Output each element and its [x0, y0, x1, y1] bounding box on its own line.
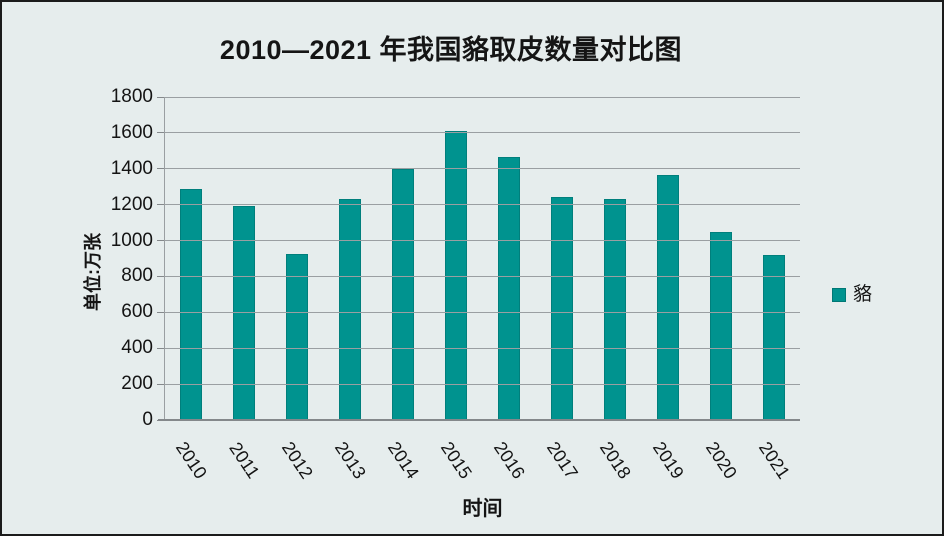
gridline-1600	[165, 132, 800, 134]
bar-2018	[603, 199, 626, 420]
bar-2013	[339, 199, 362, 420]
y-tick-label-1200: 1200	[110, 193, 153, 215]
gridline-1800	[165, 96, 800, 98]
y-tick-label-1600: 1600	[110, 121, 153, 143]
gridline-800	[165, 275, 800, 277]
x-tick-label-2020: 2020	[701, 438, 741, 483]
legend-series-label: 貉	[853, 284, 873, 305]
y-tick-mark-1600	[157, 132, 164, 134]
gridline-1000	[165, 240, 800, 242]
y-tick-mark-1000	[157, 240, 164, 242]
gridline-1200	[165, 204, 800, 206]
y-tick-label-1800: 1800	[110, 86, 153, 107]
gridline-200	[165, 383, 800, 385]
x-tick-label-2013: 2013	[331, 438, 371, 483]
x-tick-label-2016: 2016	[489, 438, 529, 483]
x-tick-label-2011: 2011	[225, 438, 264, 482]
bar-2017	[550, 196, 573, 420]
gridline-1400	[165, 168, 800, 170]
y-tick-mark-400	[157, 347, 164, 349]
bar-2020	[709, 231, 732, 420]
x-tick-label-2019: 2019	[648, 438, 688, 483]
y-axis-line	[164, 97, 165, 420]
x-axis-line	[158, 419, 800, 421]
y-tick-label-0: 0	[142, 409, 153, 430]
x-tick-label-2015: 2015	[436, 438, 476, 483]
chart-title: 2010—2021 年我国貉取皮数量对比图	[219, 35, 683, 65]
bar-2012	[286, 254, 309, 420]
x-tick-label-2012: 2012	[278, 438, 318, 483]
bar-2014	[392, 168, 415, 420]
x-tick-label-2017: 2017	[542, 438, 582, 483]
x-tick-label-2014: 2014	[384, 438, 424, 483]
x-tick-label-2021: 2021	[754, 438, 794, 483]
y-tick-label-400: 400	[121, 337, 153, 359]
gridline-600	[165, 311, 800, 313]
legend: 貉	[832, 284, 873, 305]
y-tick-label-1000: 1000	[110, 229, 153, 251]
y-tick-mark-200	[157, 383, 164, 385]
x-tick-label-2018: 2018	[595, 438, 635, 483]
y-tick-mark-1800	[157, 96, 164, 98]
legend-swatch	[832, 288, 846, 302]
y-tick-label-1400: 1400	[110, 157, 153, 179]
bar-2010	[180, 189, 203, 420]
y-tick-mark-600	[157, 311, 164, 313]
y-tick-label-600: 600	[121, 301, 153, 323]
y-tick-mark-1200	[157, 204, 164, 206]
y-tick-mark-800	[157, 275, 164, 277]
plot-area	[158, 96, 800, 421]
bar-2019	[656, 175, 679, 420]
y-tick-mark-1400	[157, 168, 164, 170]
bar-2016	[497, 157, 520, 420]
bar-2021	[762, 254, 785, 420]
y-tick-label-200: 200	[121, 373, 153, 395]
y-tick-label-800: 800	[121, 265, 153, 287]
x-tick-label-2010: 2010	[172, 438, 212, 483]
x-axis-title: 时间	[462, 498, 503, 520]
gridline-400	[165, 347, 800, 349]
